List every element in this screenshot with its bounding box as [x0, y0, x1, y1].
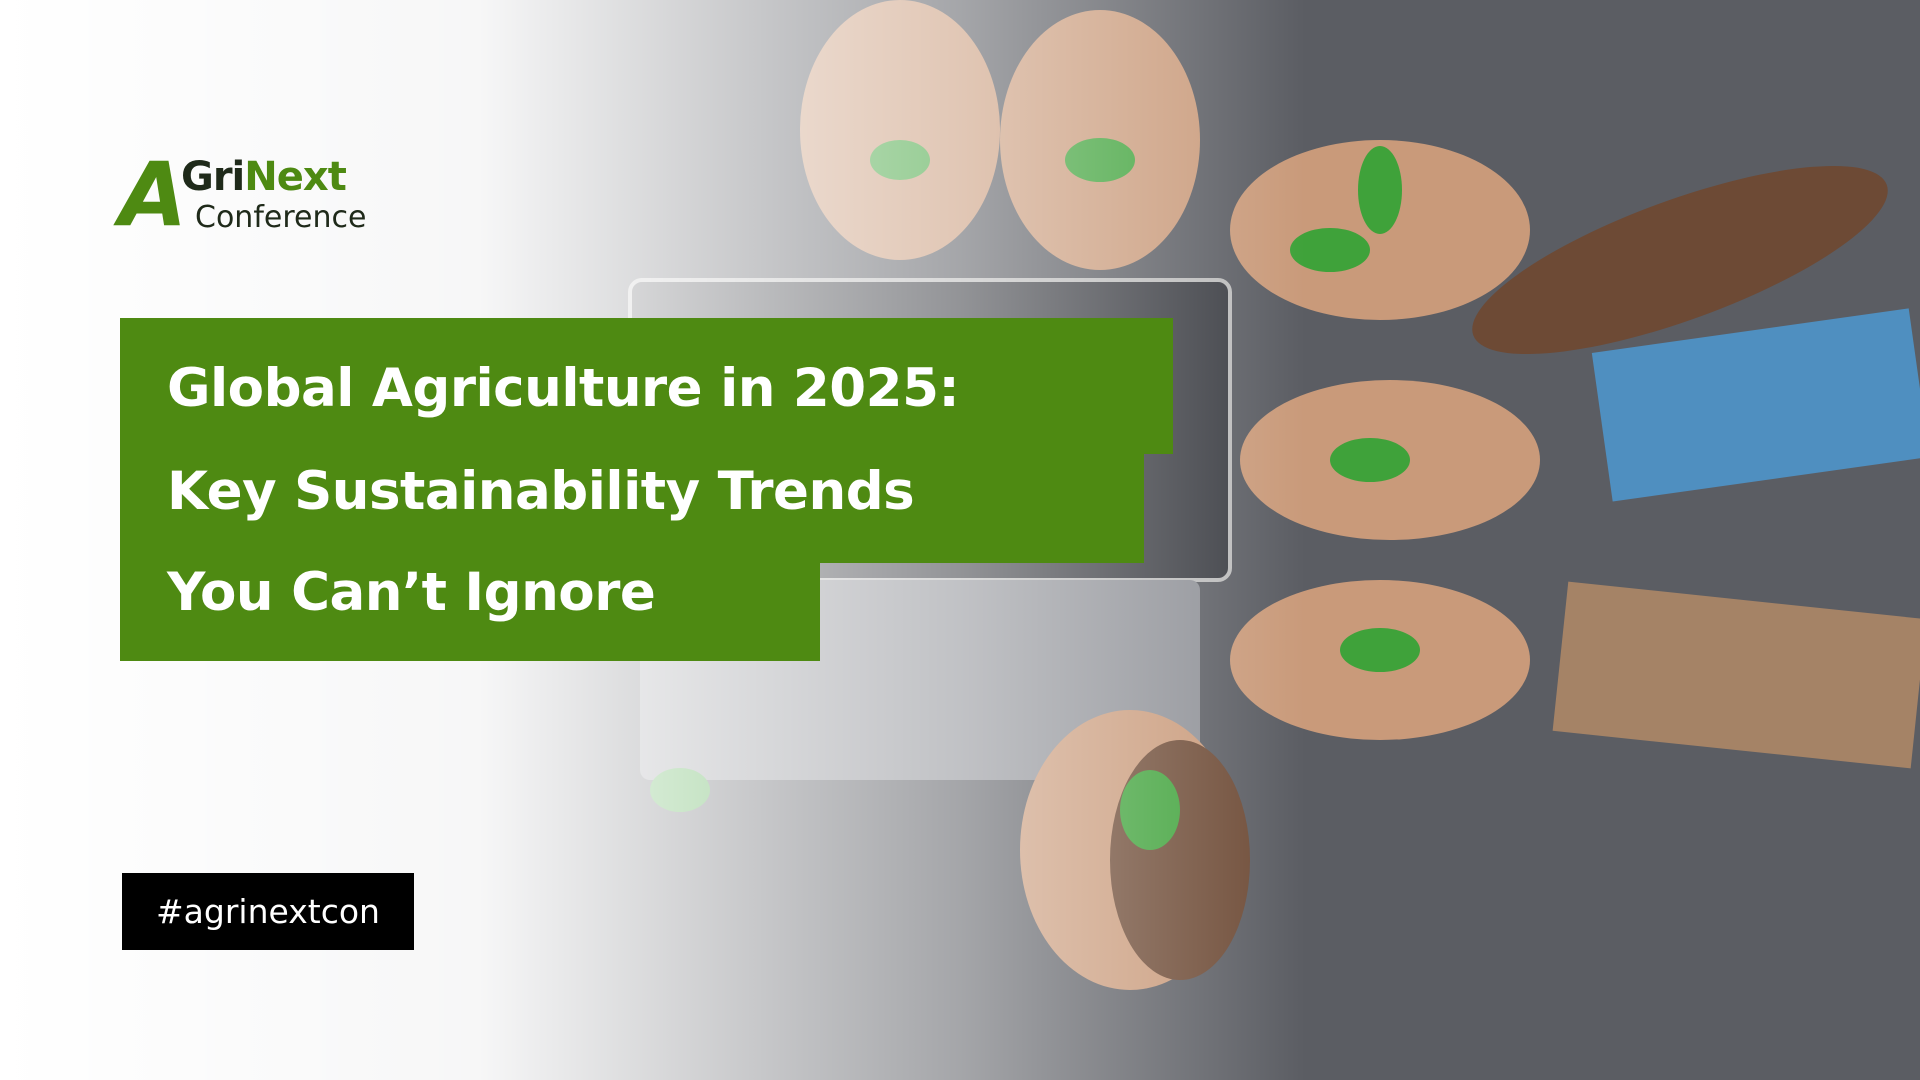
logo-wordmark: GriNext	[181, 154, 347, 200]
headline-line: Global Agriculture in 2025:	[167, 358, 960, 419]
logo-accent: Next	[244, 154, 347, 200]
logo-prefix: Gri	[181, 154, 245, 200]
logo-mark: A	[119, 143, 188, 246]
hashtag: #agrinextcon	[122, 873, 414, 950]
headline-band	[120, 453, 1144, 563]
headline-line: Key Sustainability Trends	[167, 461, 915, 522]
headline-band	[120, 318, 1173, 454]
logo: A GriNext Conference	[119, 151, 429, 241]
headline-line: You Can’t Ignore	[167, 562, 656, 623]
logo-subtitle: Conference	[195, 200, 367, 235]
headline-band	[120, 562, 820, 661]
